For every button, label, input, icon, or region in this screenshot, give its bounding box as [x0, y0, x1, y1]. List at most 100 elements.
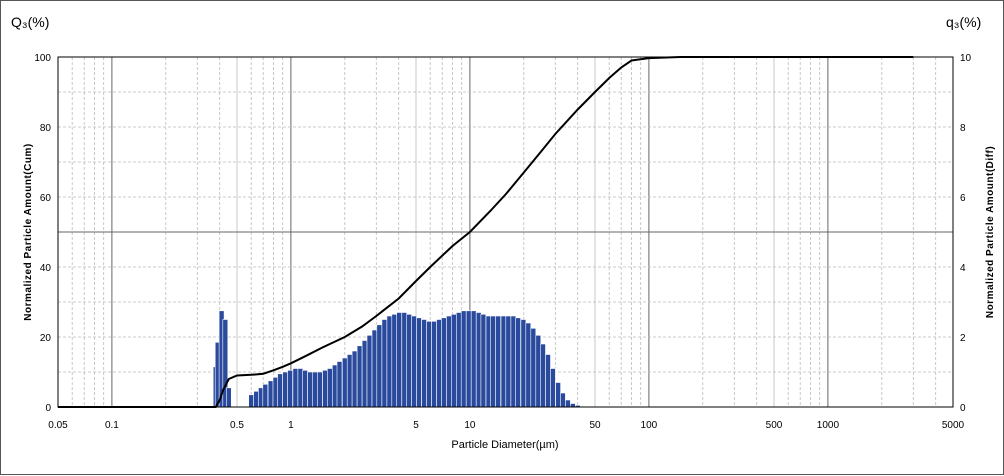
bar: [525, 322, 532, 408]
bar: [560, 392, 566, 408]
bar: [475, 312, 482, 408]
bar: [386, 315, 393, 408]
right-y-tick-label: 6: [960, 193, 966, 204]
bar: [515, 317, 521, 408]
bar: [396, 312, 403, 408]
right-corner-label: q₃(%): [946, 14, 981, 30]
left-y-tick-label: 80: [40, 123, 52, 134]
bar: [406, 313, 413, 408]
bar: [441, 317, 447, 408]
right-y-tick-label: 10: [960, 53, 972, 64]
x-tick-label: 100: [641, 420, 658, 431]
bar: [322, 369, 328, 408]
bar: [361, 340, 368, 408]
right-y-tick-labels: 0 2 4 6 8 10: [960, 53, 972, 414]
x-axis-label: Particle Diameter(µm): [451, 439, 558, 451]
bar: [316, 371, 323, 408]
cumulative-line: [58, 56, 914, 408]
line-series: [58, 56, 914, 408]
bar: [292, 368, 299, 408]
bar: [470, 310, 477, 408]
bar: [460, 310, 467, 408]
bar: [336, 361, 343, 408]
bar: [248, 394, 254, 408]
bar: [530, 327, 537, 408]
bar: [262, 383, 269, 408]
left-corner-label: Q₃(%): [11, 14, 49, 30]
bar: [490, 315, 497, 408]
right-y-tick-label: 0: [960, 403, 966, 414]
left-y-tick-labels: 0 20 40 60 80 100: [34, 53, 51, 414]
left-y-tick-label: 60: [40, 193, 52, 204]
bar: [302, 369, 308, 408]
bar: [565, 399, 571, 408]
bar: [331, 364, 338, 408]
x-tick-label: 5000: [942, 420, 965, 431]
bar: [455, 312, 462, 408]
x-tick-label: 0.05: [48, 420, 68, 431]
bar: [555, 382, 561, 408]
right-y-tick-label: 2: [960, 333, 966, 344]
x-tick-label: 1000: [817, 420, 840, 431]
x-tick-label: 500: [766, 420, 783, 431]
bar: [431, 320, 437, 408]
bar: [282, 371, 289, 408]
bar: [341, 357, 348, 408]
bar: [520, 319, 527, 408]
bar: [540, 343, 546, 408]
bar: [326, 368, 333, 408]
bar: [500, 315, 507, 408]
left-y-tick-label: 20: [40, 333, 52, 344]
plot-border: [57, 56, 954, 408]
bar: [356, 345, 363, 408]
bar: [253, 390, 259, 408]
bar: [416, 317, 422, 408]
bar: [436, 319, 442, 408]
bar: [311, 371, 318, 408]
bar: [485, 315, 492, 408]
bar: [495, 315, 502, 408]
bar: [465, 310, 472, 408]
bar: [307, 371, 313, 408]
bar: [376, 324, 383, 408]
bar: [569, 403, 576, 408]
bar: [287, 369, 293, 408]
x-tick-label: 50: [589, 420, 601, 431]
bar: [505, 315, 512, 408]
left-y-tick-label: 0: [45, 403, 51, 414]
bar: [550, 368, 556, 408]
bar: [381, 319, 388, 408]
bar: [297, 368, 304, 408]
bar: [411, 315, 417, 408]
bar: [277, 373, 283, 408]
bar: [267, 380, 274, 408]
bar: [480, 313, 487, 408]
left-y-tick-label: 40: [40, 263, 52, 274]
left-y-tick-label: 100: [34, 53, 51, 64]
bar: [535, 334, 542, 408]
bar: [545, 354, 551, 408]
x-tick-label: 0.5: [230, 420, 244, 431]
right-y-tick-label: 8: [960, 123, 966, 134]
bar: [421, 319, 427, 408]
bar: [446, 315, 452, 408]
x-tick-label: 1: [288, 420, 294, 431]
bar: [391, 313, 398, 408]
x-tick-label: 10: [464, 420, 476, 431]
bar: [426, 320, 432, 408]
bar: [346, 354, 353, 408]
x-tick-label: 5: [413, 420, 419, 431]
bar: [366, 334, 373, 408]
bar: [450, 313, 457, 408]
right-y-tick-label: 4: [960, 263, 966, 274]
x-tick-labels: 0.05 0.1 0.5 1 5 10 50 100 500 1000 5000: [48, 420, 964, 431]
bar: [371, 329, 378, 408]
bar: [510, 315, 517, 408]
bar: [272, 376, 279, 408]
bar: [226, 387, 232, 408]
right-y-axis-label: Normalized Particle Amount(Diff): [985, 146, 996, 318]
x-tick-label: 0.1: [105, 420, 119, 431]
left-y-axis-label: Normalized Particle Amount(Cum): [23, 143, 34, 320]
